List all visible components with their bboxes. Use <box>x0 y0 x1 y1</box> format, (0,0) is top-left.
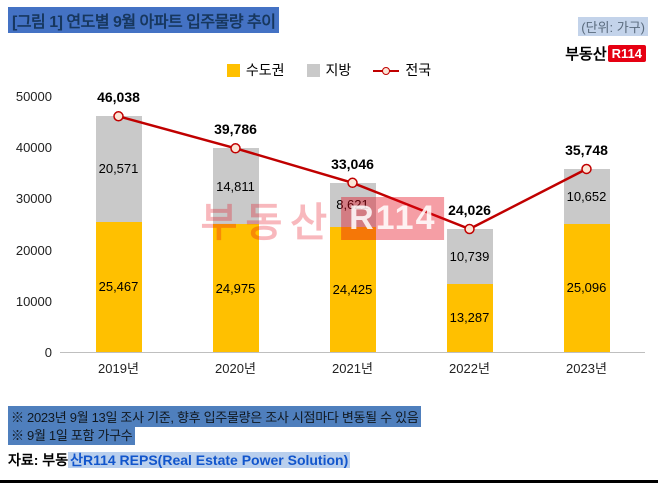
segment-value-label: 13,287 <box>449 310 490 326</box>
total-value-label: 39,786 <box>214 121 257 138</box>
legend-item-capital: 수도권 <box>226 60 285 80</box>
y-axis-label: 50000 <box>15 89 52 104</box>
bar-segment-province: 10,739 <box>446 229 493 284</box>
segment-value-label: 24,425 <box>332 281 373 297</box>
source-highlight: 산R114 REPS(Real Estate Power Solution) <box>68 452 351 468</box>
segment-value-label: 10,652 <box>566 188 607 204</box>
chart-area: 수도권 지방 전국 0 10000 20000 30000 40000 50000 20,5… <box>8 60 650 405</box>
bar-group: 14,811 24,975 <box>212 148 259 352</box>
trend-marker <box>347 177 358 189</box>
legend-item-nationwide: 전국 <box>373 60 431 80</box>
y-axis-label: 10000 <box>15 293 52 309</box>
legend-label-province: 지방 <box>325 62 352 78</box>
legend-label-nationwide: 전국 <box>405 62 432 78</box>
total-value-label: 35,748 <box>565 141 608 158</box>
chart-legend: 수도권 지방 전국 <box>8 60 650 80</box>
bar-group: 10,652 25,096 <box>563 168 610 352</box>
bar-segment-capital: 24,425 <box>329 226 376 352</box>
bar-group: 20,571 25,467 <box>95 116 142 352</box>
total-value-label: 24,026 <box>448 202 491 218</box>
bar-segment-capital: 24,975 <box>212 224 259 352</box>
bar-group: 8,621 24,425 <box>329 182 376 352</box>
trend-marker <box>464 223 475 235</box>
total-value-label: 33,046 <box>331 155 374 172</box>
capital-swatch-icon <box>226 63 240 77</box>
legend-label-capital: 수도권 <box>245 62 285 78</box>
bar-group: 10,739 13,287 <box>446 229 493 352</box>
trend-marker <box>581 163 592 175</box>
unit-label: (단위: 가구) <box>578 17 648 36</box>
bottom-border <box>0 480 658 483</box>
x-axis-label: 2019년 <box>98 361 139 376</box>
source-prefix: 자료: 부동 <box>8 452 69 468</box>
segment-value-label: 20,571 <box>98 161 139 177</box>
bar-segment-province: 14,811 <box>212 148 259 225</box>
segment-value-label: 25,467 <box>98 279 139 295</box>
y-axis-label: 0 <box>44 345 52 360</box>
r114-logo-text: 부동산 <box>565 46 607 63</box>
x-axis-label: 2021년 <box>332 361 373 376</box>
trend-line <box>113 111 592 235</box>
bar-segment-capital: 25,467 <box>95 221 142 352</box>
bar-segment-capital: 25,096 <box>563 223 610 352</box>
segment-value-label: 25,096 <box>566 280 607 296</box>
y-axis-label: 20000 <box>15 242 52 258</box>
trend-marker <box>113 111 124 122</box>
r114-logo-badge: R114 <box>607 45 646 62</box>
nationwide-line-swatch-icon <box>373 64 400 77</box>
y-axis-label: 30000 <box>15 191 52 207</box>
legend-item-province: 지방 <box>306 60 352 80</box>
trend-marker <box>230 143 241 154</box>
x-axis-label: 2022년 <box>449 361 490 376</box>
segment-value-label: 14,811 <box>216 178 255 194</box>
plot-area: 0 10000 20000 30000 40000 50000 20,571 25,467 20… <box>16 89 645 376</box>
segment-value-label: 10,739 <box>449 249 490 264</box>
source-line: 자료: 부동 산R114 REPS(Real Estate Power Solut… <box>8 450 351 470</box>
footnote-1: ※ 2023년 9월 13일 조사 기준, 향후 입주물량은 조사 시점마다 변… <box>8 406 422 427</box>
total-value-label: 46,038 <box>97 89 140 106</box>
x-axis-label: 2023년 <box>566 361 607 376</box>
y-axis-label: 40000 <box>15 140 52 156</box>
page-title: [그림 1] 연도별 9월 아파트 입주물량 추이 <box>8 7 280 33</box>
bar-segment-capital: 13,287 <box>446 283 493 352</box>
segment-value-label: 24,975 <box>215 280 256 296</box>
province-swatch-icon <box>306 63 320 77</box>
segment-value-label: 8,621 <box>336 197 369 213</box>
bar-segment-province: 20,571 <box>95 116 142 222</box>
footnote-2: ※ 9월 1일 포함 가구수 <box>8 424 136 445</box>
r114-logo: 부동산 R114 <box>565 43 646 64</box>
x-axis-label: 2020년 <box>215 361 256 376</box>
